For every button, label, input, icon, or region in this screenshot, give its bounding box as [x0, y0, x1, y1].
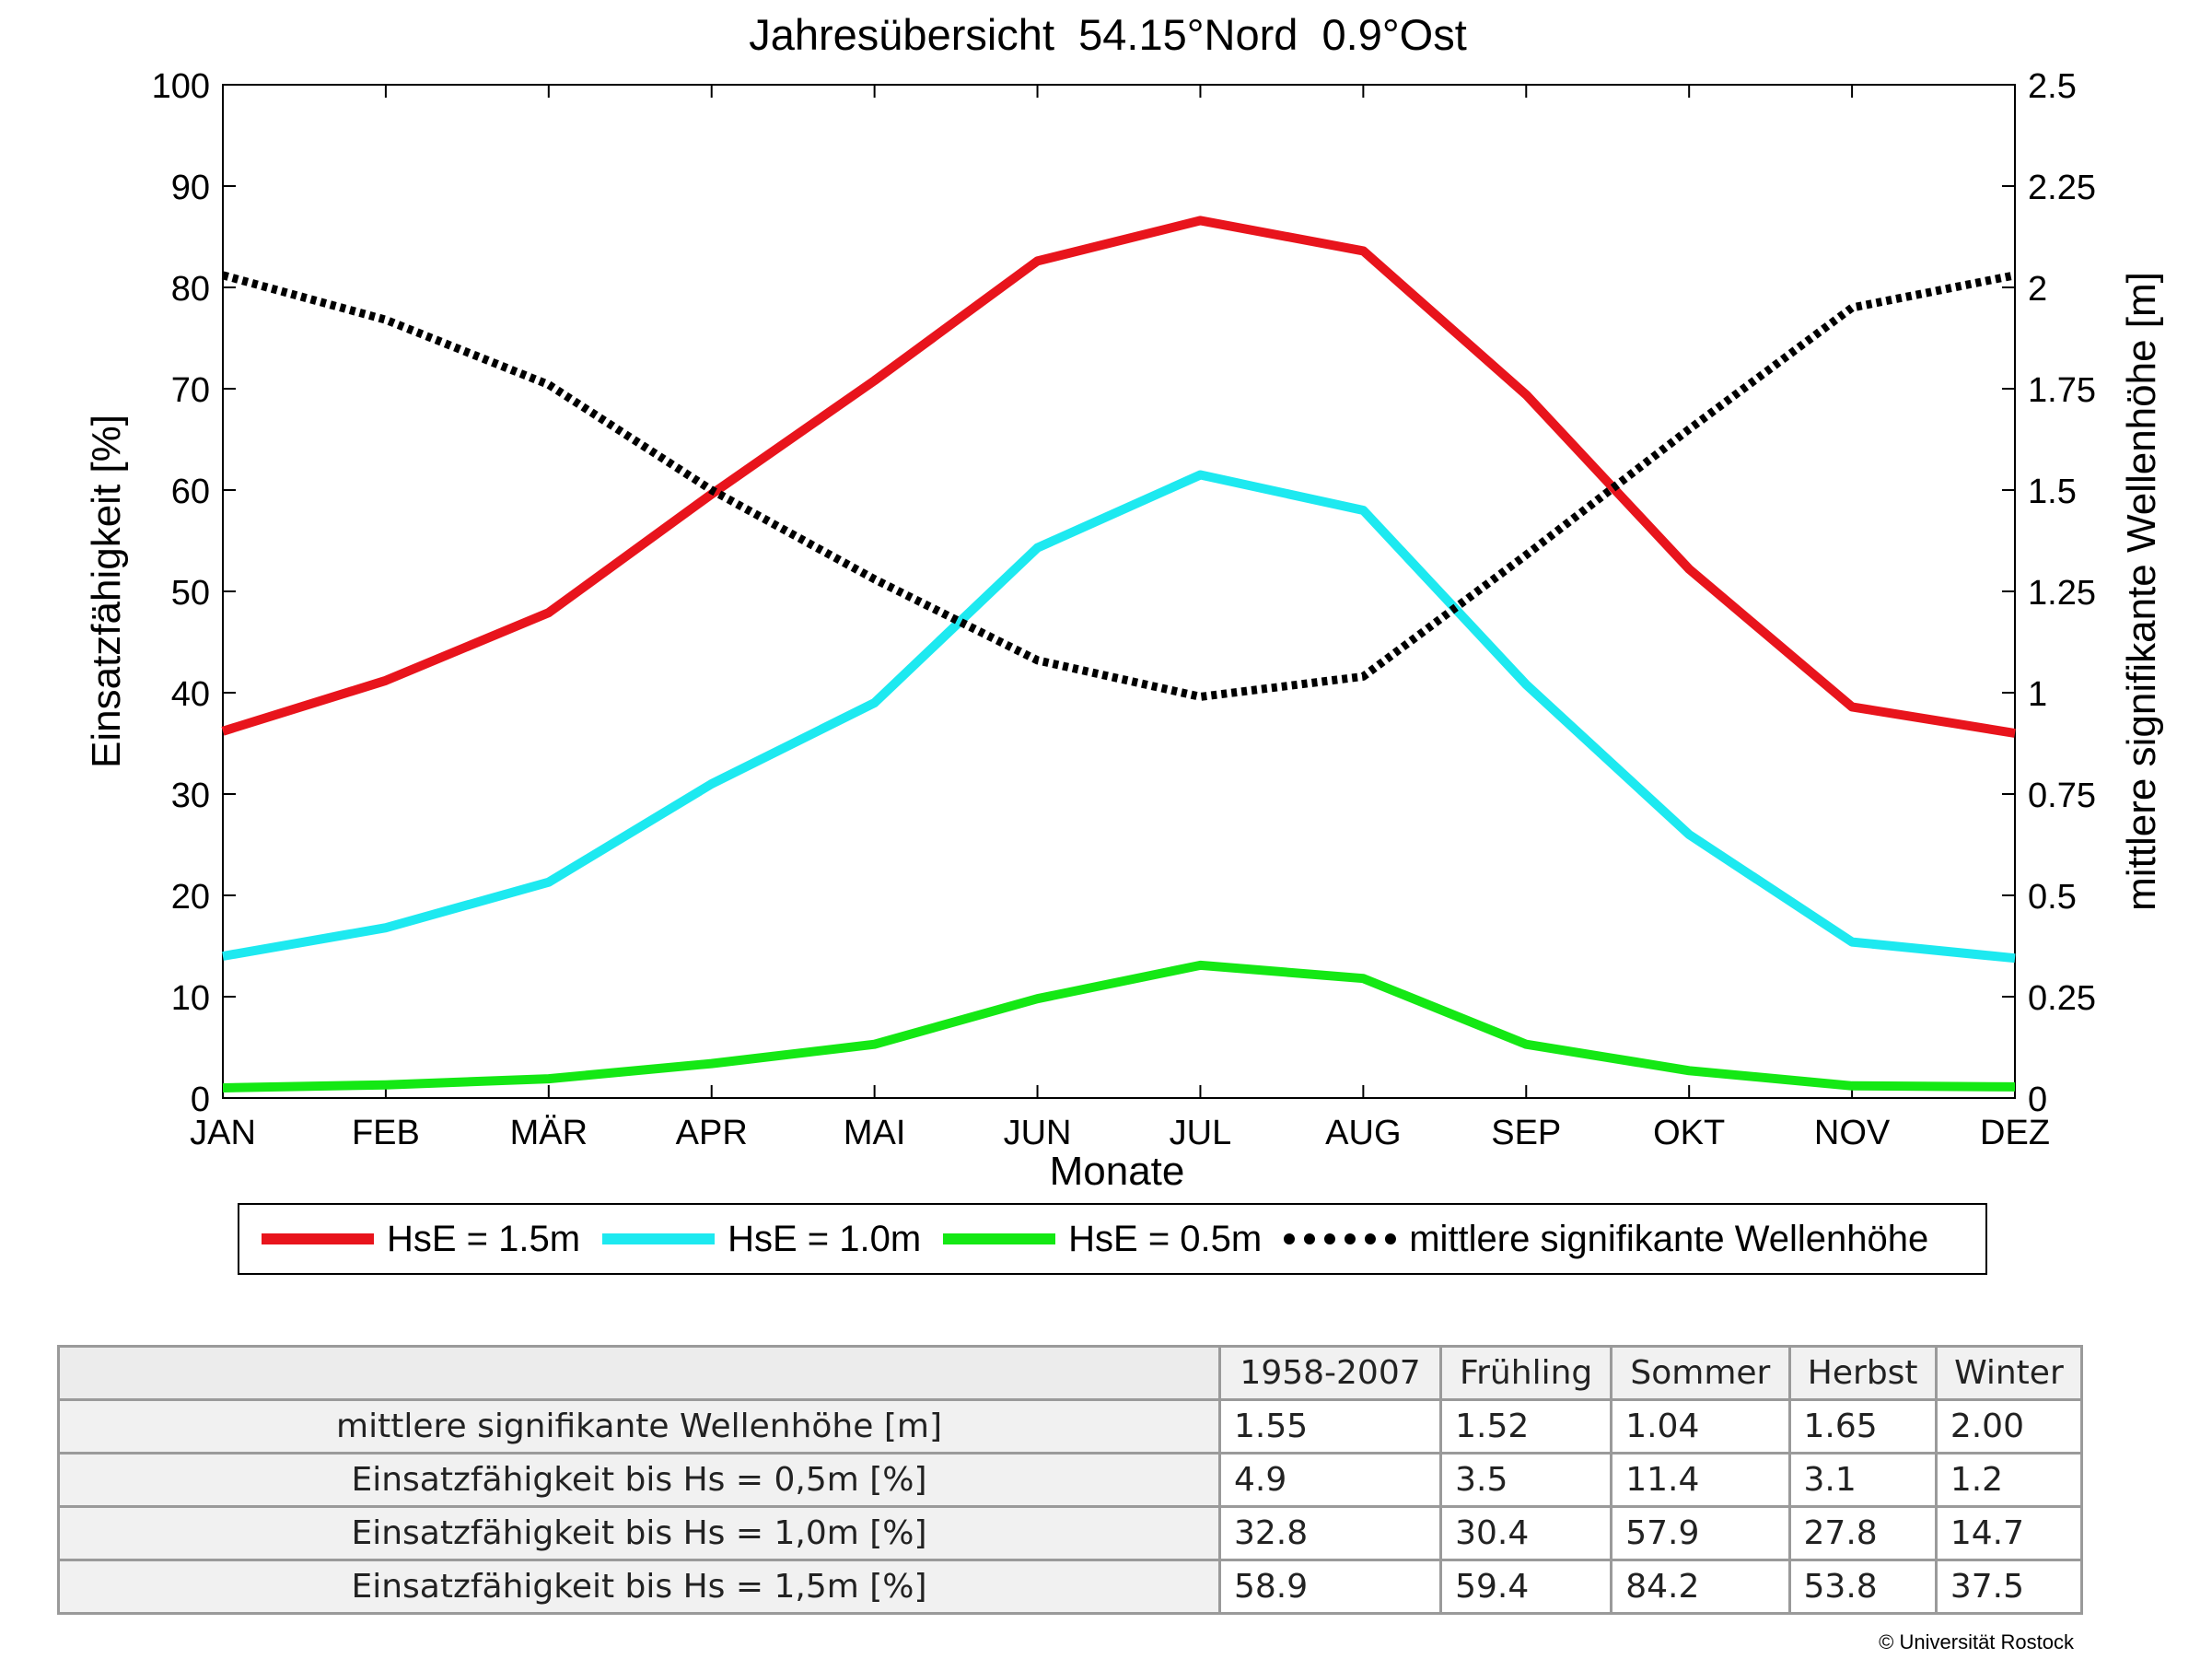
chart: Jahresübersicht 54.15°Nord 0.9°Ost 01020…	[84, 10, 2164, 1194]
legend-item-hse-1-0: HsE = 1.0m	[602, 1219, 921, 1260]
y2-tick-label: 1.5	[2028, 473, 2077, 511]
table-corner-cell	[57, 1345, 1221, 1401]
table-cell: 1.65	[1787, 1398, 1938, 1455]
table-cell: 14.7	[1934, 1505, 2084, 1561]
table-cell: 59.4	[1439, 1559, 1613, 1615]
x-tick-label: MAI	[844, 1114, 906, 1152]
x-tick-label: AUG	[1325, 1114, 1401, 1152]
series-line-0	[221, 216, 2016, 738]
row-label: Einsatzfähigkeit bis Hs = 0,5m [%]	[57, 1452, 1221, 1508]
table-cell: 37.5	[1934, 1559, 2084, 1615]
legend-swatch-black-dotted	[1284, 1233, 1397, 1244]
y2-tick-label: 2.25	[2028, 169, 2096, 207]
y-tick-label: 100	[152, 67, 210, 106]
y2-tick-label: 0.25	[2028, 979, 2096, 1018]
legend-label: HsE = 1.0m	[728, 1218, 922, 1259]
statistics-table: 1958-2007 Frühling Sommer Herbst Winter …	[57, 1345, 2084, 1615]
table-cell: 4.9	[1217, 1452, 1443, 1508]
legend-label: HsE = 0.5m	[1068, 1218, 1263, 1259]
table-row: mittlere signifikante Wellenhöhe [m] 1.5…	[57, 1398, 2084, 1455]
y-tick-label: 50	[171, 574, 210, 613]
y-tick-label: 0	[191, 1081, 210, 1119]
table-cell: 1.52	[1439, 1398, 1613, 1455]
y-tick-label: 80	[171, 270, 210, 309]
x-tick-label: MÄR	[510, 1114, 588, 1152]
legend-swatch-red	[262, 1233, 374, 1244]
x-tick-label: FEB	[352, 1114, 420, 1152]
row-label: Einsatzfähigkeit bis Hs = 1,5m [%]	[57, 1559, 1221, 1615]
table-cell: 57.9	[1610, 1505, 1791, 1561]
legend-label: HsE = 1.5m	[387, 1218, 581, 1259]
column-header: Frühling	[1439, 1345, 1613, 1401]
y-tick-label: 40	[171, 675, 210, 714]
series-line-2	[222, 960, 2016, 1092]
table-cell: 32.8	[1217, 1505, 1443, 1561]
y-tick-label: 90	[171, 169, 210, 207]
x-tick-label: JUN	[1004, 1114, 1072, 1152]
row-label: Einsatzfähigkeit bis Hs = 1,0m [%]	[57, 1505, 1221, 1561]
y-tick-label: 20	[171, 878, 210, 917]
y-axis-label: Einsatzfähigkeit [%]	[84, 415, 129, 768]
y-tick-label: 30	[171, 777, 210, 815]
column-header: 1958-2007	[1217, 1345, 1443, 1401]
table-cell: 11.4	[1610, 1452, 1791, 1508]
x-axis-label: Monate	[1050, 1149, 1185, 1194]
table-row: Einsatzfähigkeit bis Hs = 1,0m [%] 32.8 …	[57, 1505, 2084, 1561]
series-line-3	[221, 271, 2016, 701]
legend-item-hse-1-5: HsE = 1.5m	[262, 1219, 580, 1260]
x-tick-label: DEZ	[1980, 1114, 2050, 1152]
y2-tick-label: 0.75	[2028, 777, 2096, 815]
x-tick-label: JUL	[1170, 1114, 1232, 1152]
y2-tick-label: 1	[2028, 675, 2047, 714]
column-header: Winter	[1934, 1345, 2084, 1401]
table-cell: 30.4	[1439, 1505, 1613, 1561]
legend-label: mittlere signifikante Wellenhöhe	[1409, 1218, 1929, 1259]
table-cell: 1.55	[1217, 1398, 1443, 1455]
y2-tick-label: 2.5	[2028, 67, 2077, 106]
axis-ticks: 0 10 20 30 40 50 60 70 80 90 100 0 0.25 0.5 0.75 1 1.25 1…	[152, 67, 2096, 1152]
x-tick-label: NOV	[1814, 1114, 1891, 1152]
x-tick-label: JAN	[190, 1114, 256, 1152]
series-lines	[221, 216, 2016, 1092]
y-tick-label: 10	[171, 979, 210, 1018]
table-row: Einsatzfähigkeit bis Hs = 1,5m [%] 58.9 …	[57, 1559, 2084, 1615]
chart-legend: HsE = 1.5m HsE = 1.0m HsE = 0.5m mittler…	[238, 1203, 1987, 1275]
legend-item-wave-height: mittlere signifikante Wellenhöhe	[1284, 1219, 1928, 1260]
x-tick-label: SEP	[1491, 1114, 1561, 1152]
table-cell: 84.2	[1610, 1559, 1791, 1615]
table-cell: 3.1	[1787, 1452, 1938, 1508]
y2-tick-label: 0.5	[2028, 878, 2077, 917]
y2-tick-label: 0	[2028, 1081, 2047, 1119]
legend-item-hse-0-5: HsE = 0.5m	[943, 1219, 1262, 1260]
table-cell: 1.2	[1934, 1452, 2084, 1508]
legend-swatch-green	[943, 1233, 1056, 1244]
table-cell: 3.5	[1439, 1452, 1613, 1508]
y-tick-label: 70	[171, 371, 210, 410]
table-cell: 2.00	[1934, 1398, 2084, 1455]
table-header-row: 1958-2007 Frühling Sommer Herbst Winter	[57, 1345, 2084, 1401]
table-cell: 53.8	[1787, 1559, 1938, 1615]
y-tick-label: 60	[171, 473, 210, 511]
column-header: Herbst	[1787, 1345, 1938, 1401]
column-header: Sommer	[1610, 1345, 1791, 1401]
copyright-notice: © Universität Rostock	[1879, 1630, 2074, 1653]
y2-tick-label: 1.25	[2028, 574, 2096, 613]
y2-tick-label: 1.75	[2028, 371, 2096, 410]
table-cell: 58.9	[1217, 1559, 1443, 1615]
y2-tick-label: 2	[2028, 270, 2047, 309]
series-line-1	[222, 470, 2016, 964]
table-cell: 27.8	[1787, 1505, 1938, 1561]
table-row: Einsatzfähigkeit bis Hs = 0,5m [%] 4.9 3…	[57, 1452, 2084, 1508]
table-cell: 1.04	[1610, 1398, 1791, 1455]
y2-axis-label: mittlere signifikante Wellenhöhe [m]	[2119, 272, 2164, 911]
chart-title: Jahresübersicht 54.15°Nord 0.9°Ost	[749, 10, 1467, 59]
x-tick-label: APR	[676, 1114, 748, 1152]
x-tick-label: OKT	[1653, 1114, 1725, 1152]
row-label: mittlere signifikante Wellenhöhe [m]	[57, 1398, 1221, 1455]
legend-swatch-cyan	[602, 1233, 716, 1244]
